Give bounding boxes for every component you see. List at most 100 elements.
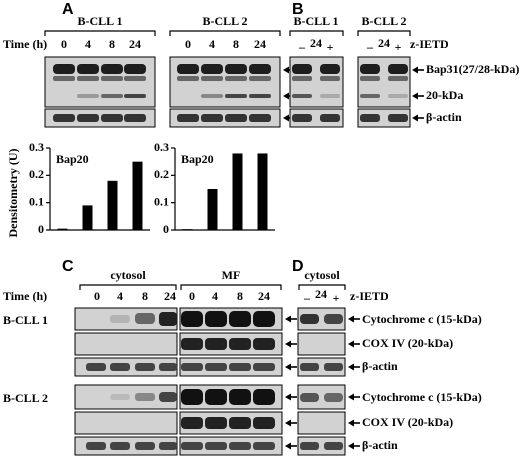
fraction-title: cytosol (304, 268, 340, 282)
lane-label: 4 (85, 37, 91, 51)
bar (182, 229, 193, 230)
lane-label: 24 (129, 37, 141, 51)
marker-label: Bap31(27/28-kDa) (426, 62, 519, 76)
y-axis-label: Densitometry (U) (6, 149, 20, 238)
arrow (284, 339, 298, 349)
bar (257, 153, 268, 230)
marker-label: β-actin (426, 110, 462, 124)
blot (179, 307, 283, 331)
treatment-label: z-IETD (410, 37, 449, 51)
arrow (347, 314, 361, 324)
lane-label: 8 (142, 289, 148, 303)
blot (74, 436, 178, 456)
marker-label: 20-kDa (426, 88, 463, 102)
blot (169, 56, 281, 108)
marker-label: COX IV (20-kDa) (362, 415, 453, 429)
panel-label: C (62, 258, 74, 275)
blot (74, 332, 178, 356)
chart-title: Bap20 (181, 152, 214, 166)
blot (289, 56, 344, 108)
lane-label: 24 (254, 37, 266, 51)
group-title: B-CLL 2 (361, 14, 406, 28)
bracket (298, 284, 346, 290)
y-tick-label: 0.3 (154, 140, 169, 154)
treatment-minus: – (366, 40, 374, 54)
blot (357, 56, 411, 108)
blot (44, 56, 156, 108)
fraction-title: cytosol (110, 268, 146, 282)
treatment-plus: + (327, 40, 334, 54)
blot (297, 357, 346, 377)
blot (179, 436, 283, 456)
bar (82, 205, 93, 230)
blot (297, 307, 346, 331)
blot (357, 108, 411, 128)
arrow (347, 392, 361, 402)
marker-label: Cytochrome c (15-kDa) (362, 312, 482, 326)
bracket (357, 30, 411, 36)
blot (169, 108, 281, 128)
bracket (180, 284, 282, 290)
blot (74, 357, 178, 377)
lane-label: 24 (258, 289, 270, 303)
arrow (284, 418, 298, 428)
arrow (347, 362, 361, 372)
bar (57, 228, 68, 230)
lane-label: 8 (237, 289, 243, 303)
lane-label: 4 (212, 289, 218, 303)
arrow (284, 392, 298, 402)
time-label: 24 (378, 36, 390, 50)
treatment-plus: + (333, 291, 340, 305)
bar (207, 189, 218, 230)
arrow (347, 339, 361, 349)
fraction-title: MF (222, 268, 241, 282)
blot (74, 384, 178, 410)
blot (297, 332, 346, 356)
y-tick-label: 0.1 (154, 194, 169, 208)
treatment-plus: + (395, 40, 402, 54)
y-tick-label: 0.2 (154, 167, 169, 181)
blot (289, 108, 344, 128)
marker-label: β-actin (362, 438, 398, 452)
bar (107, 180, 118, 230)
arrow (284, 314, 298, 324)
arrow (284, 362, 298, 372)
arrow (347, 441, 361, 451)
y-tick-label: 0.3 (29, 140, 44, 154)
panel-label: D (292, 258, 304, 275)
treatment-minus: – (298, 40, 306, 54)
arrow (284, 441, 298, 451)
marker-label: β-actin (362, 359, 398, 373)
lane-label: 8 (109, 37, 115, 51)
blot (74, 411, 178, 435)
patient-label: B-CLL 2 (3, 391, 48, 405)
time-label: 24 (315, 287, 327, 301)
lane-label: 0 (185, 37, 191, 51)
time-label: Time (h) (3, 37, 47, 51)
lane-label: 0 (94, 289, 100, 303)
marker-label: Cytochrome c (15-kDa) (362, 390, 482, 404)
arrow (411, 113, 425, 123)
blot (297, 384, 346, 410)
treatment-minus: – (303, 291, 311, 305)
lane-label: 8 (233, 37, 239, 51)
lane-label: 4 (209, 37, 215, 51)
arrow (347, 418, 361, 428)
bracket (79, 284, 177, 290)
blot (74, 307, 178, 331)
panel-label: B (292, 1, 304, 18)
lane-label: 24 (164, 289, 176, 303)
blot (179, 384, 283, 410)
marker-label: COX IV (20-kDa) (362, 336, 453, 350)
y-tick-label: 0 (163, 222, 169, 236)
group-title: B-CLL 1 (77, 14, 122, 28)
bracket (169, 30, 281, 36)
bracket (289, 30, 344, 36)
panel-label: A (62, 1, 74, 18)
blot (44, 108, 156, 128)
group-title: B-CLL 2 (202, 14, 247, 28)
time-label: Time (h) (3, 289, 47, 303)
group-title: B-CLL 1 (293, 14, 338, 28)
y-tick-label: 0.1 (29, 194, 44, 208)
lane-label: 0 (189, 289, 195, 303)
